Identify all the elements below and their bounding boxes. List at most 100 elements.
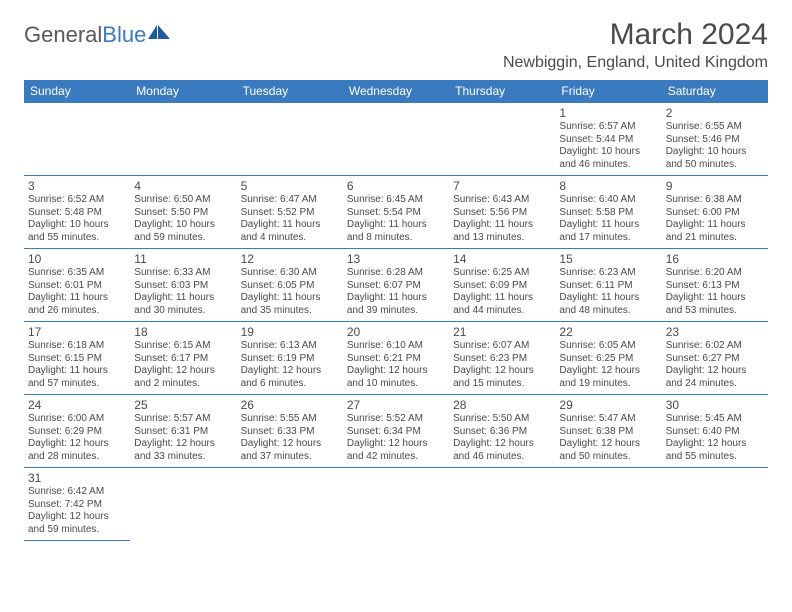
calendar-cell: 4Sunrise: 6:50 AMSunset: 5:50 PMDaylight… bbox=[130, 176, 236, 249]
day-detail: Sunset: 6:38 PM bbox=[559, 426, 657, 439]
day-detail: Sunrise: 6:23 AM bbox=[559, 267, 657, 280]
day-number: 6 bbox=[347, 179, 445, 193]
calendar-cell bbox=[130, 103, 236, 176]
day-detail: Sunset: 7:42 PM bbox=[28, 499, 126, 512]
day-detail: Daylight: 10 hours bbox=[666, 146, 764, 159]
day-number: 2 bbox=[666, 106, 764, 120]
day-detail: Sunset: 6:33 PM bbox=[241, 426, 339, 439]
day-detail: Sunset: 5:46 PM bbox=[666, 134, 764, 147]
day-detail: Daylight: 11 hours bbox=[241, 292, 339, 305]
logo-text: GeneralBlue bbox=[24, 22, 146, 48]
day-detail: Sunrise: 6:10 AM bbox=[347, 340, 445, 353]
calendar-row: 1Sunrise: 6:57 AMSunset: 5:44 PMDaylight… bbox=[24, 103, 768, 176]
calendar-cell bbox=[237, 103, 343, 176]
day-number: 12 bbox=[241, 252, 339, 266]
day-detail: Daylight: 12 hours bbox=[241, 438, 339, 451]
day-detail: Daylight: 11 hours bbox=[453, 292, 551, 305]
day-detail: and 59 minutes. bbox=[134, 232, 232, 245]
calendar-cell bbox=[449, 468, 555, 541]
day-detail: Daylight: 12 hours bbox=[28, 438, 126, 451]
day-detail: Sunset: 6:05 PM bbox=[241, 280, 339, 293]
day-header: Sunday bbox=[24, 80, 130, 103]
day-number: 19 bbox=[241, 325, 339, 339]
calendar-cell: 11Sunrise: 6:33 AMSunset: 6:03 PMDayligh… bbox=[130, 249, 236, 322]
day-header: Saturday bbox=[662, 80, 768, 103]
calendar-cell: 2Sunrise: 6:55 AMSunset: 5:46 PMDaylight… bbox=[662, 103, 768, 176]
calendar-cell: 26Sunrise: 5:55 AMSunset: 6:33 PMDayligh… bbox=[237, 395, 343, 468]
day-number: 31 bbox=[28, 471, 126, 485]
day-detail: Sunset: 5:56 PM bbox=[453, 207, 551, 220]
day-detail: and 13 minutes. bbox=[453, 232, 551, 245]
day-number: 25 bbox=[134, 398, 232, 412]
calendar-cell: 22Sunrise: 6:05 AMSunset: 6:25 PMDayligh… bbox=[555, 322, 661, 395]
calendar-row: 3Sunrise: 6:52 AMSunset: 5:48 PMDaylight… bbox=[24, 176, 768, 249]
day-detail: and 46 minutes. bbox=[453, 451, 551, 464]
calendar-cell: 30Sunrise: 5:45 AMSunset: 6:40 PMDayligh… bbox=[662, 395, 768, 468]
day-detail: Sunrise: 6:35 AM bbox=[28, 267, 126, 280]
day-number: 29 bbox=[559, 398, 657, 412]
calendar-cell: 31Sunrise: 6:42 AMSunset: 7:42 PMDayligh… bbox=[24, 468, 130, 541]
day-detail: and 59 minutes. bbox=[28, 524, 126, 537]
day-detail: and 55 minutes. bbox=[666, 451, 764, 464]
day-detail: Daylight: 10 hours bbox=[28, 219, 126, 232]
day-detail: Daylight: 11 hours bbox=[134, 292, 232, 305]
day-number: 1 bbox=[559, 106, 657, 120]
day-detail: and 42 minutes. bbox=[347, 451, 445, 464]
day-number: 30 bbox=[666, 398, 764, 412]
day-detail: Sunrise: 5:55 AM bbox=[241, 413, 339, 426]
calendar-cell: 9Sunrise: 6:38 AMSunset: 6:00 PMDaylight… bbox=[662, 176, 768, 249]
day-detail: Sunrise: 6:05 AM bbox=[559, 340, 657, 353]
day-detail: Sunrise: 6:02 AM bbox=[666, 340, 764, 353]
day-detail: Sunset: 6:00 PM bbox=[666, 207, 764, 220]
day-detail: Daylight: 12 hours bbox=[559, 365, 657, 378]
day-detail: Sunset: 5:50 PM bbox=[134, 207, 232, 220]
day-header: Tuesday bbox=[237, 80, 343, 103]
day-detail: Daylight: 11 hours bbox=[28, 365, 126, 378]
day-detail: Daylight: 10 hours bbox=[134, 219, 232, 232]
day-header: Friday bbox=[555, 80, 661, 103]
day-detail: Sunset: 6:34 PM bbox=[347, 426, 445, 439]
day-detail: and 37 minutes. bbox=[241, 451, 339, 464]
day-detail: Sunset: 6:09 PM bbox=[453, 280, 551, 293]
day-detail: Sunrise: 6:07 AM bbox=[453, 340, 551, 353]
day-detail: Daylight: 12 hours bbox=[666, 438, 764, 451]
day-number: 23 bbox=[666, 325, 764, 339]
day-detail: Daylight: 10 hours bbox=[559, 146, 657, 159]
day-header: Thursday bbox=[449, 80, 555, 103]
day-detail: Sunset: 6:17 PM bbox=[134, 353, 232, 366]
header: GeneralBlue March 2024 Newbiggin, Englan… bbox=[24, 18, 768, 72]
day-detail: Daylight: 11 hours bbox=[347, 219, 445, 232]
day-detail: and 33 minutes. bbox=[134, 451, 232, 464]
day-detail: Sunset: 6:29 PM bbox=[28, 426, 126, 439]
day-detail: and 19 minutes. bbox=[559, 378, 657, 391]
calendar-cell: 13Sunrise: 6:28 AMSunset: 6:07 PMDayligh… bbox=[343, 249, 449, 322]
day-number: 3 bbox=[28, 179, 126, 193]
day-detail: and 50 minutes. bbox=[666, 159, 764, 172]
calendar-cell: 7Sunrise: 6:43 AMSunset: 5:56 PMDaylight… bbox=[449, 176, 555, 249]
day-detail: and 50 minutes. bbox=[559, 451, 657, 464]
day-detail: and 39 minutes. bbox=[347, 305, 445, 318]
day-detail: Daylight: 12 hours bbox=[666, 365, 764, 378]
calendar-cell bbox=[555, 468, 661, 541]
day-detail: Sunrise: 6:50 AM bbox=[134, 194, 232, 207]
day-detail: Daylight: 12 hours bbox=[347, 438, 445, 451]
day-detail: and 17 minutes. bbox=[559, 232, 657, 245]
calendar-cell: 24Sunrise: 6:00 AMSunset: 6:29 PMDayligh… bbox=[24, 395, 130, 468]
day-detail: Sunrise: 6:38 AM bbox=[666, 194, 764, 207]
day-detail: Daylight: 12 hours bbox=[453, 438, 551, 451]
day-detail: Sunrise: 5:57 AM bbox=[134, 413, 232, 426]
day-detail: and 8 minutes. bbox=[347, 232, 445, 245]
day-detail: Daylight: 12 hours bbox=[134, 438, 232, 451]
day-detail: Sunset: 5:52 PM bbox=[241, 207, 339, 220]
calendar-cell: 25Sunrise: 5:57 AMSunset: 6:31 PMDayligh… bbox=[130, 395, 236, 468]
calendar-cell: 16Sunrise: 6:20 AMSunset: 6:13 PMDayligh… bbox=[662, 249, 768, 322]
calendar-cell: 29Sunrise: 5:47 AMSunset: 6:38 PMDayligh… bbox=[555, 395, 661, 468]
calendar-cell: 19Sunrise: 6:13 AMSunset: 6:19 PMDayligh… bbox=[237, 322, 343, 395]
day-detail: Sunrise: 6:55 AM bbox=[666, 121, 764, 134]
day-detail: Sunset: 6:13 PM bbox=[666, 280, 764, 293]
calendar-cell: 17Sunrise: 6:18 AMSunset: 6:15 PMDayligh… bbox=[24, 322, 130, 395]
day-detail: Sunrise: 6:30 AM bbox=[241, 267, 339, 280]
calendar-cell bbox=[449, 103, 555, 176]
logo: GeneralBlue bbox=[24, 22, 170, 48]
day-number: 5 bbox=[241, 179, 339, 193]
